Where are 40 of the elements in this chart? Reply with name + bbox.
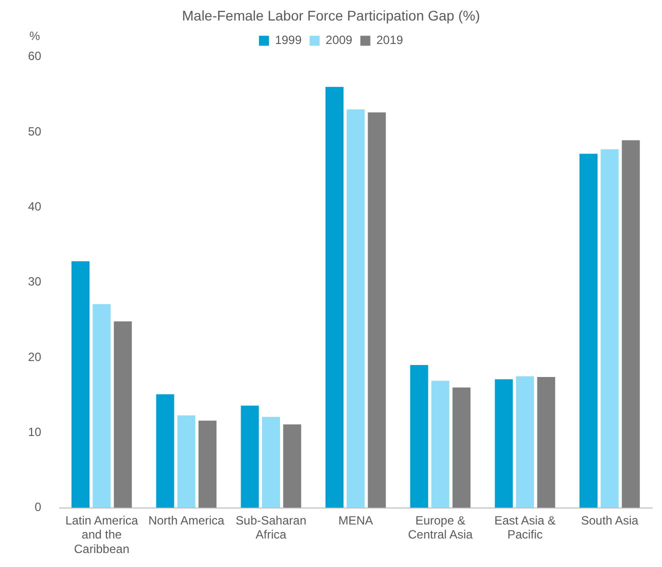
bar: [92, 304, 111, 508]
bar: [72, 261, 90, 508]
bar: [580, 154, 598, 508]
bar: [431, 380, 450, 508]
bar: [346, 109, 365, 508]
bar: [262, 416, 280, 508]
bar: [537, 377, 556, 508]
legend-label: 2019: [376, 33, 404, 48]
x-tick-label: East Asia & Pacific: [494, 513, 556, 542]
y-tick-label: 10: [28, 424, 42, 439]
x-tick-label: MENA: [338, 513, 374, 528]
legend-label: 1999: [274, 33, 302, 48]
x-tick-label: North America: [148, 513, 225, 528]
chart-title: Male-Female Labor Force Participation Gap (%): [182, 7, 480, 24]
bar: [283, 424, 302, 508]
y-tick-label: 50: [28, 124, 42, 138]
bar: [198, 420, 217, 508]
x-tick-label: South Asia: [580, 513, 639, 528]
y-tick-label: 30: [28, 274, 42, 289]
y-tick-label: 0: [34, 500, 42, 514]
bar: [410, 364, 428, 508]
bar: [516, 376, 534, 508]
bar: [622, 140, 640, 508]
bar: [600, 149, 619, 508]
bar: [326, 86, 344, 508]
bar: [156, 394, 174, 508]
bar: [494, 379, 513, 508]
bar: [240, 406, 259, 508]
x-tick-label: Europe & Central Asia: [408, 513, 474, 542]
y-tick-label: 60: [28, 49, 42, 64]
bar: [177, 415, 196, 508]
bar: [114, 321, 132, 508]
y-tick-label: 40: [28, 199, 42, 214]
bar: [368, 112, 386, 508]
y-tick-label: 20: [28, 350, 42, 364]
legend-label: 2009: [326, 33, 353, 48]
x-tick-label: Latin America and the Caribbean: [65, 513, 138, 556]
y-axis-title: %: [29, 29, 40, 44]
bar: [452, 388, 470, 508]
x-tick-label: Sub-Saharan Africa: [236, 513, 306, 542]
